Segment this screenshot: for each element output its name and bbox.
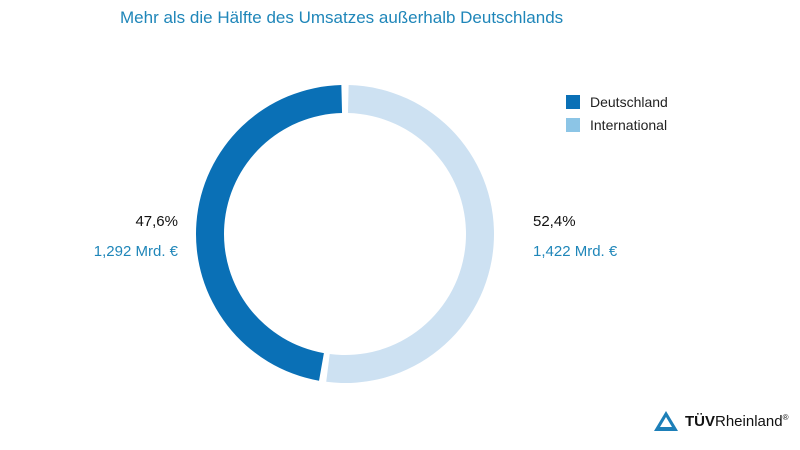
- data-label-international-value: 1,422 Mrd. €: [533, 243, 618, 260]
- chart-title: Mehr als die Hälfte des Umsatzes außerha…: [120, 8, 564, 27]
- logo-text: Rheinland: [715, 412, 783, 430]
- legend-swatch: [566, 94, 580, 109]
- legend-item-international: International: [566, 113, 668, 136]
- data-label-international-percent: 52,4%: [533, 213, 576, 230]
- data-label-deutschland-percent: 47,6%: [135, 213, 178, 230]
- legend-swatch: [566, 117, 580, 132]
- donut-slice-international: [326, 85, 495, 383]
- legend-label: International: [590, 116, 668, 133]
- legend-label: Deutschland: [590, 93, 668, 110]
- triangle-logo-icon: [654, 411, 678, 431]
- data-label-deutschland-value: 1,292 Mrd. €: [93, 243, 178, 260]
- logo-reg: ®: [782, 412, 789, 422]
- legend: Deutschland International: [566, 90, 668, 136]
- logo-text-bold: TÜV: [685, 412, 715, 430]
- tuv-logo: TÜVRheinland®: [653, 409, 788, 433]
- donut-slice-deutschland: [195, 85, 343, 381]
- legend-item-deutschland: Deutschland: [566, 90, 668, 113]
